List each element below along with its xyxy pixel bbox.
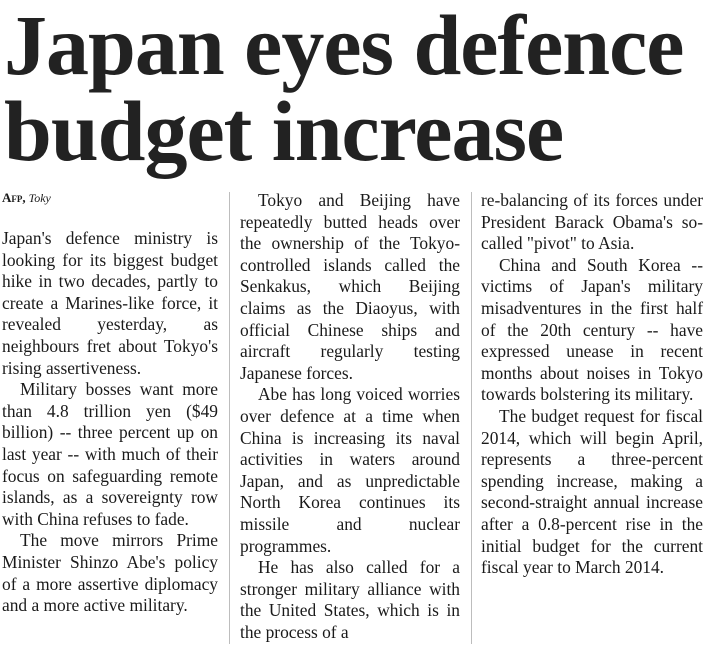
column-divider	[471, 192, 472, 644]
article-column-1: Afp, Toky Japan's defence ministry is lo…	[2, 190, 218, 617]
byline-agency: Afp,	[2, 190, 26, 205]
paragraph: The move mirrors Prime Minister Shinzo A…	[2, 530, 218, 616]
column-divider	[229, 192, 230, 644]
byline-place: Toky	[28, 191, 51, 205]
paragraph: He has also called for a stronger milita…	[240, 557, 460, 642]
paragraph: Japan's defence ministry is looking for …	[2, 228, 218, 378]
headline-line-1: Japan eyes defence	[4, 0, 684, 93]
paragraph: Military bosses want more than 4.8 trill…	[2, 379, 218, 529]
byline: Afp, Toky	[2, 190, 218, 228]
paragraph: Tokyo and Beijing have repeatedly butted…	[240, 190, 460, 383]
paragraph: The budget request for fiscal 2014, whic…	[481, 405, 703, 578]
paragraph: China and South Korea -- victims of Japa…	[481, 254, 703, 405]
paragraph: re-balancing of its forces under Preside…	[481, 190, 703, 254]
headline-line-2: budget increase	[4, 83, 564, 179]
article-column-2: Tokyo and Beijing have repeatedly butted…	[240, 190, 460, 643]
paragraph: Abe has long voiced worries over defence…	[240, 384, 460, 556]
article-column-3: re-balancing of its forces under Preside…	[481, 190, 703, 579]
article-headline: Japan eyes defence budget increase	[4, 2, 704, 174]
